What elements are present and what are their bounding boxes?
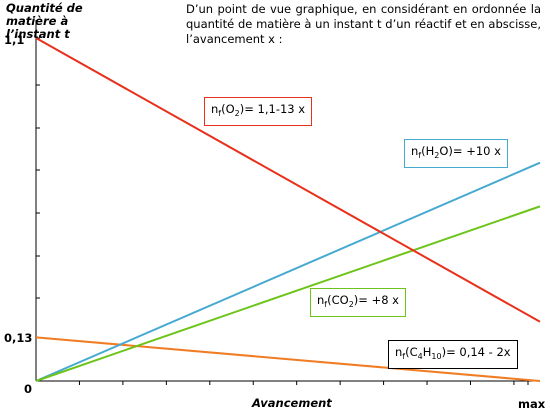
y-axis-title: Quantité de matière à l’instant t bbox=[6, 1, 83, 41]
x-tick-label-max: max bbox=[518, 397, 546, 411]
c4h10-equation-label: nf(C4H10)= 0,14 - 2x bbox=[388, 340, 518, 369]
chart-axes bbox=[35, 20, 540, 385]
o2-equation-label: nf(O2)= 1,1-13 x bbox=[204, 97, 313, 126]
x-axis-title: Avancement bbox=[252, 396, 332, 410]
co2-equation-label: nf(CO2)= +8 x bbox=[310, 288, 406, 317]
h2o-equation-label: nf(H2O)= +10 x bbox=[404, 139, 508, 168]
series-line-co2 bbox=[35, 205, 541, 382]
description-text: D’un point de vue graphique, en considér… bbox=[186, 2, 541, 46]
series-line-h2o bbox=[35, 161, 541, 382]
y-tick-label-zero: 0 bbox=[24, 382, 33, 396]
chart-series bbox=[35, 37, 541, 382]
series-line-o2 bbox=[35, 37, 541, 323]
y-tick-label-013: 0,13 bbox=[4, 331, 33, 345]
y-tick-label-max: 1,1 bbox=[4, 33, 25, 47]
